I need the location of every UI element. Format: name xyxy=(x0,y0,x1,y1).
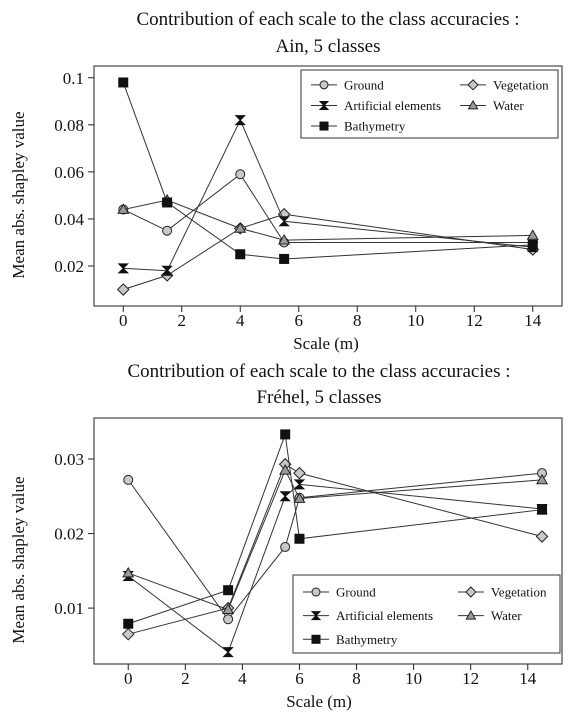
point-ground xyxy=(162,225,173,236)
x-tick-label: 4 xyxy=(236,311,245,330)
x-tick-label: 0 xyxy=(124,669,133,688)
x-tick-label: 6 xyxy=(295,311,304,330)
x-tick-label: 4 xyxy=(238,669,247,688)
point-water xyxy=(122,566,135,578)
x-tick-label: 8 xyxy=(353,311,362,330)
chart-ain: Contribution of each scale to the class … xyxy=(9,9,563,353)
chart-frehel: Contribution of each scale to the class … xyxy=(9,361,563,711)
point-bathymetry xyxy=(235,249,246,260)
point-bathymetry xyxy=(279,253,290,264)
legend-label-water: Water xyxy=(491,608,522,623)
x-tick-label: 12 xyxy=(466,311,483,330)
point-vegetation xyxy=(121,627,135,641)
legend-marker-water xyxy=(465,610,477,620)
point-artificial-elements xyxy=(278,216,290,227)
point-artificial-elements xyxy=(279,491,291,502)
legend-marker-vegetation xyxy=(465,586,477,598)
chart-subtitle: Ain, 5 classes xyxy=(275,36,380,57)
chart-subtitle: Fréhel, 5 classes xyxy=(256,387,381,408)
point-bathymetry xyxy=(118,77,129,88)
x-tick-label: 8 xyxy=(352,669,361,688)
legend-label-vegetation: Vegetation xyxy=(491,585,547,600)
legend-label-ground: Ground xyxy=(344,77,384,92)
point-vegetation xyxy=(293,466,306,480)
point-artificial-elements xyxy=(234,115,246,126)
legend-marker-vegetation xyxy=(467,79,479,91)
point-artificial-elements xyxy=(222,647,234,658)
legend-marker-water xyxy=(467,99,479,110)
y-tick-label: 0.1 xyxy=(63,69,84,88)
point-ground xyxy=(223,614,234,625)
y-tick-label: 0.01 xyxy=(54,599,84,618)
point-vegetation xyxy=(116,283,130,296)
x-tick-label: 0 xyxy=(119,311,128,330)
legend-label-artificial-elements: Artificial elements xyxy=(336,608,433,623)
x-tick-label: 12 xyxy=(462,669,479,688)
x-tick-label: 14 xyxy=(524,311,542,330)
legend-marker-bathymetry xyxy=(319,121,329,131)
legend-label-water: Water xyxy=(493,98,524,113)
point-water xyxy=(278,233,291,245)
point-water xyxy=(293,492,306,503)
legend-marker-artificial-elements xyxy=(310,611,322,621)
x-tick-label: 6 xyxy=(295,669,304,688)
point-vegetation xyxy=(535,530,549,543)
point-ground xyxy=(123,474,134,485)
plot-frame xyxy=(93,65,563,307)
series-line-ground xyxy=(123,173,533,243)
y-tick-label: 0.06 xyxy=(54,163,84,182)
y-tick-label: 0.04 xyxy=(54,210,84,229)
point-bathymetry xyxy=(123,618,134,629)
x-tick-label: 2 xyxy=(181,669,190,688)
y-tick-label: 0.02 xyxy=(54,525,84,544)
point-artificial-elements xyxy=(117,263,129,274)
y-tick-label: 0.03 xyxy=(54,450,84,469)
legend-label-ground: Ground xyxy=(336,585,376,600)
legend-marker-bathymetry xyxy=(311,634,321,644)
x-tick-label: 10 xyxy=(405,669,422,688)
x-tick-label: 10 xyxy=(407,311,424,330)
y-tick-label: 0.08 xyxy=(54,116,84,135)
point-bathymetry xyxy=(537,504,548,515)
point-water xyxy=(234,222,247,233)
point-water xyxy=(279,463,292,475)
y-axis-label: Mean abs. shapley value xyxy=(9,476,28,643)
x-axis-label: Scale (m) xyxy=(286,692,352,711)
point-water xyxy=(535,473,549,485)
legend-label-vegetation: Vegetation xyxy=(493,77,549,92)
point-water xyxy=(222,603,235,614)
x-tick-label: 2 xyxy=(178,311,187,330)
legend-label-bathymetry: Bathymetry xyxy=(336,632,398,647)
point-bathymetry xyxy=(294,533,305,544)
point-bathymetry xyxy=(162,197,173,208)
legend-box xyxy=(292,574,561,654)
point-bathymetry xyxy=(280,429,291,440)
legend-box xyxy=(300,69,559,139)
point-artificial-elements xyxy=(161,265,173,276)
legend-label-artificial-elements: Artificial elements xyxy=(344,98,441,113)
x-axis-label: Scale (m) xyxy=(293,334,359,353)
point-water xyxy=(117,203,130,214)
chart-title: Contribution of each scale to the class … xyxy=(136,9,519,30)
plot-frame xyxy=(93,417,563,665)
legend-marker-ground xyxy=(311,587,321,597)
point-ground xyxy=(280,541,291,552)
point-bathymetry xyxy=(223,585,234,596)
legend-marker-ground xyxy=(319,80,329,90)
legend-label-bathymetry: Bathymetry xyxy=(344,119,406,134)
chart-title: Contribution of each scale to the class … xyxy=(127,361,510,382)
point-ground xyxy=(235,169,246,180)
point-water xyxy=(526,229,539,240)
x-tick-label: 14 xyxy=(519,669,537,688)
y-tick-label: 0.02 xyxy=(54,257,84,276)
y-axis-label: Mean abs. shapley value xyxy=(9,111,28,278)
legend-marker-artificial-elements xyxy=(318,100,330,110)
point-bathymetry xyxy=(527,239,538,250)
